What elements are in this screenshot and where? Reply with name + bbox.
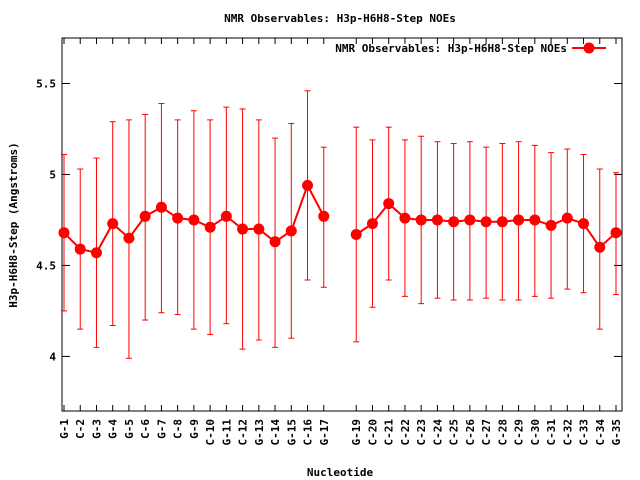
y-axis-label: H3p-H6H8-Step (Angstroms) (7, 142, 20, 308)
x-tick-label: G-1 (58, 419, 71, 439)
data-point (415, 214, 427, 226)
x-axis-label: Nucleotide (307, 466, 374, 479)
data-point (399, 212, 411, 224)
x-tick-label: C-10 (204, 419, 217, 446)
x-tick-label: C-23 (415, 419, 428, 446)
data-point (253, 223, 265, 235)
x-tick-label: C-6 (139, 419, 152, 439)
x-tick-label: C-8 (172, 419, 185, 439)
x-tick-label: G-5 (123, 419, 136, 439)
data-point (269, 236, 281, 248)
x-tick-label: C-25 (448, 419, 461, 446)
x-tick-label: C-29 (513, 419, 526, 446)
data-point (139, 210, 151, 222)
x-tick-label: C-16 (302, 419, 315, 446)
data-point (561, 212, 573, 224)
data-point (366, 218, 378, 230)
x-tick-label: C-31 (545, 419, 558, 446)
x-tick-label: C-27 (480, 419, 493, 446)
data-point (204, 221, 216, 233)
data-point (496, 216, 508, 228)
x-tick-label: C-34 (594, 419, 607, 446)
data-point (318, 210, 330, 222)
data-point (90, 247, 102, 259)
data-point (610, 227, 622, 239)
y-tick-label: 5 (49, 168, 56, 181)
x-tick-label: C-33 (578, 419, 591, 446)
data-point (285, 225, 297, 237)
data-point (431, 214, 443, 226)
plot-frame (61, 37, 623, 412)
x-tick-label: G-17 (318, 419, 331, 446)
x-tick-label: C-24 (431, 419, 444, 446)
x-tick-label: C-28 (496, 419, 509, 446)
data-point (302, 179, 314, 191)
data-point (545, 219, 557, 231)
data-point (155, 201, 167, 213)
x-tick-label: G-35 (610, 419, 623, 446)
x-tick-label: G-19 (350, 419, 363, 446)
legend-marker (583, 42, 595, 54)
x-tick-label: G-15 (285, 419, 298, 446)
x-tick-label: C-26 (464, 419, 477, 446)
legend: NMR Observables: H3p-H6H8-Step NOEs (335, 42, 606, 55)
x-tick-label: G-11 (220, 419, 233, 446)
data-point (220, 210, 232, 222)
data-points (58, 179, 622, 259)
data-point (448, 216, 460, 228)
x-tick-label: C-22 (399, 419, 412, 446)
data-point (350, 229, 362, 241)
data-point (529, 214, 541, 226)
x-tick-label: C-14 (269, 419, 282, 446)
data-point (107, 218, 119, 230)
data-point (74, 243, 86, 255)
data-point (578, 218, 590, 230)
legend-label: NMR Observables: H3p-H6H8-Step NOEs (335, 42, 567, 55)
x-tick-label: C-12 (237, 419, 250, 446)
y-tick-label: 4.5 (36, 259, 56, 272)
y-tick-label: 5.5 (36, 77, 56, 90)
data-point (188, 214, 200, 226)
data-point (594, 241, 606, 253)
x-tick-label: C-2 (74, 419, 87, 439)
x-tick-label: G-13 (253, 419, 266, 446)
data-point (383, 198, 395, 210)
y-tick-label: 4 (49, 350, 56, 363)
x-tick-label: G-4 (107, 419, 120, 439)
x-tick-label: G-3 (90, 419, 103, 439)
x-tick-label: C-21 (383, 419, 396, 446)
x-tick-label: G-7 (155, 419, 168, 439)
x-tick-label: C-20 (366, 419, 379, 446)
data-point (464, 214, 476, 226)
x-axis: G-1 C-2 G-3 G-4 G-5 C-6 G-7 C-8 G-9 C-10 G-11 C-12 G… (58, 38, 623, 446)
x-tick-label: C-32 (561, 419, 574, 446)
data-point (172, 212, 184, 224)
chart-title: NMR Observables: H3p-H6H8-Step NOEs (224, 12, 456, 25)
x-tick-label: C-30 (529, 419, 542, 446)
data-point (513, 214, 525, 226)
data-point (123, 232, 135, 244)
x-tick-label: G-9 (188, 419, 201, 439)
data-point (237, 223, 249, 235)
data-point (58, 227, 70, 239)
data-point (480, 216, 492, 228)
y-axis: 4 4.5 5 5.5 (36, 77, 622, 363)
